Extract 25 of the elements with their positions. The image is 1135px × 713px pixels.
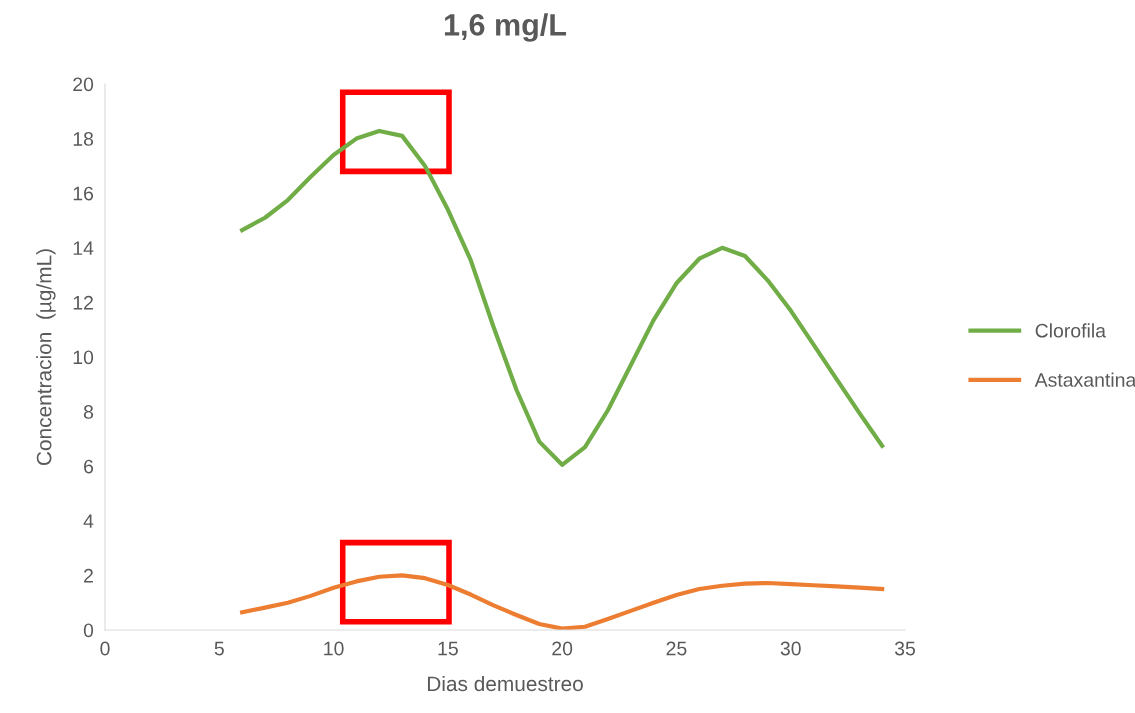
y-axis-title: Concentracion (µg/mL) <box>36 249 56 465</box>
x-tick-label: 5 <box>214 641 224 656</box>
y-tick-label: 10 <box>73 350 94 365</box>
line-series <box>240 128 885 467</box>
y-tick-label: 12 <box>73 295 93 310</box>
line-series <box>240 573 885 630</box>
y-tick-label: 2 <box>84 568 93 583</box>
y-tick-label: 14 <box>73 241 94 255</box>
x-tick-label: 10 <box>324 641 344 656</box>
chart-title: 1,6 mg/L <box>444 13 567 42</box>
y-tick-label: 16 <box>73 186 94 201</box>
y-tick-label: 4 <box>83 514 94 528</box>
y-tick-label: 18 <box>73 132 94 146</box>
y-tick-label: 0 <box>83 623 94 638</box>
x-axis-title: Dias demuestreo <box>427 675 583 692</box>
x-tick-label: 15 <box>438 641 458 656</box>
y-tick-label: 20 <box>73 77 94 92</box>
x-tick-label: 0 <box>100 641 110 656</box>
x-tick-label: 20 <box>552 641 573 656</box>
y-tick-label: 8 <box>83 405 94 419</box>
x-tick-label: 25 <box>666 641 687 656</box>
legend-label: Clorofila <box>1035 323 1106 338</box>
x-tick-label: 35 <box>894 641 915 656</box>
x-tick-label: 30 <box>780 641 801 656</box>
y-tick-label: 6 <box>84 459 94 474</box>
